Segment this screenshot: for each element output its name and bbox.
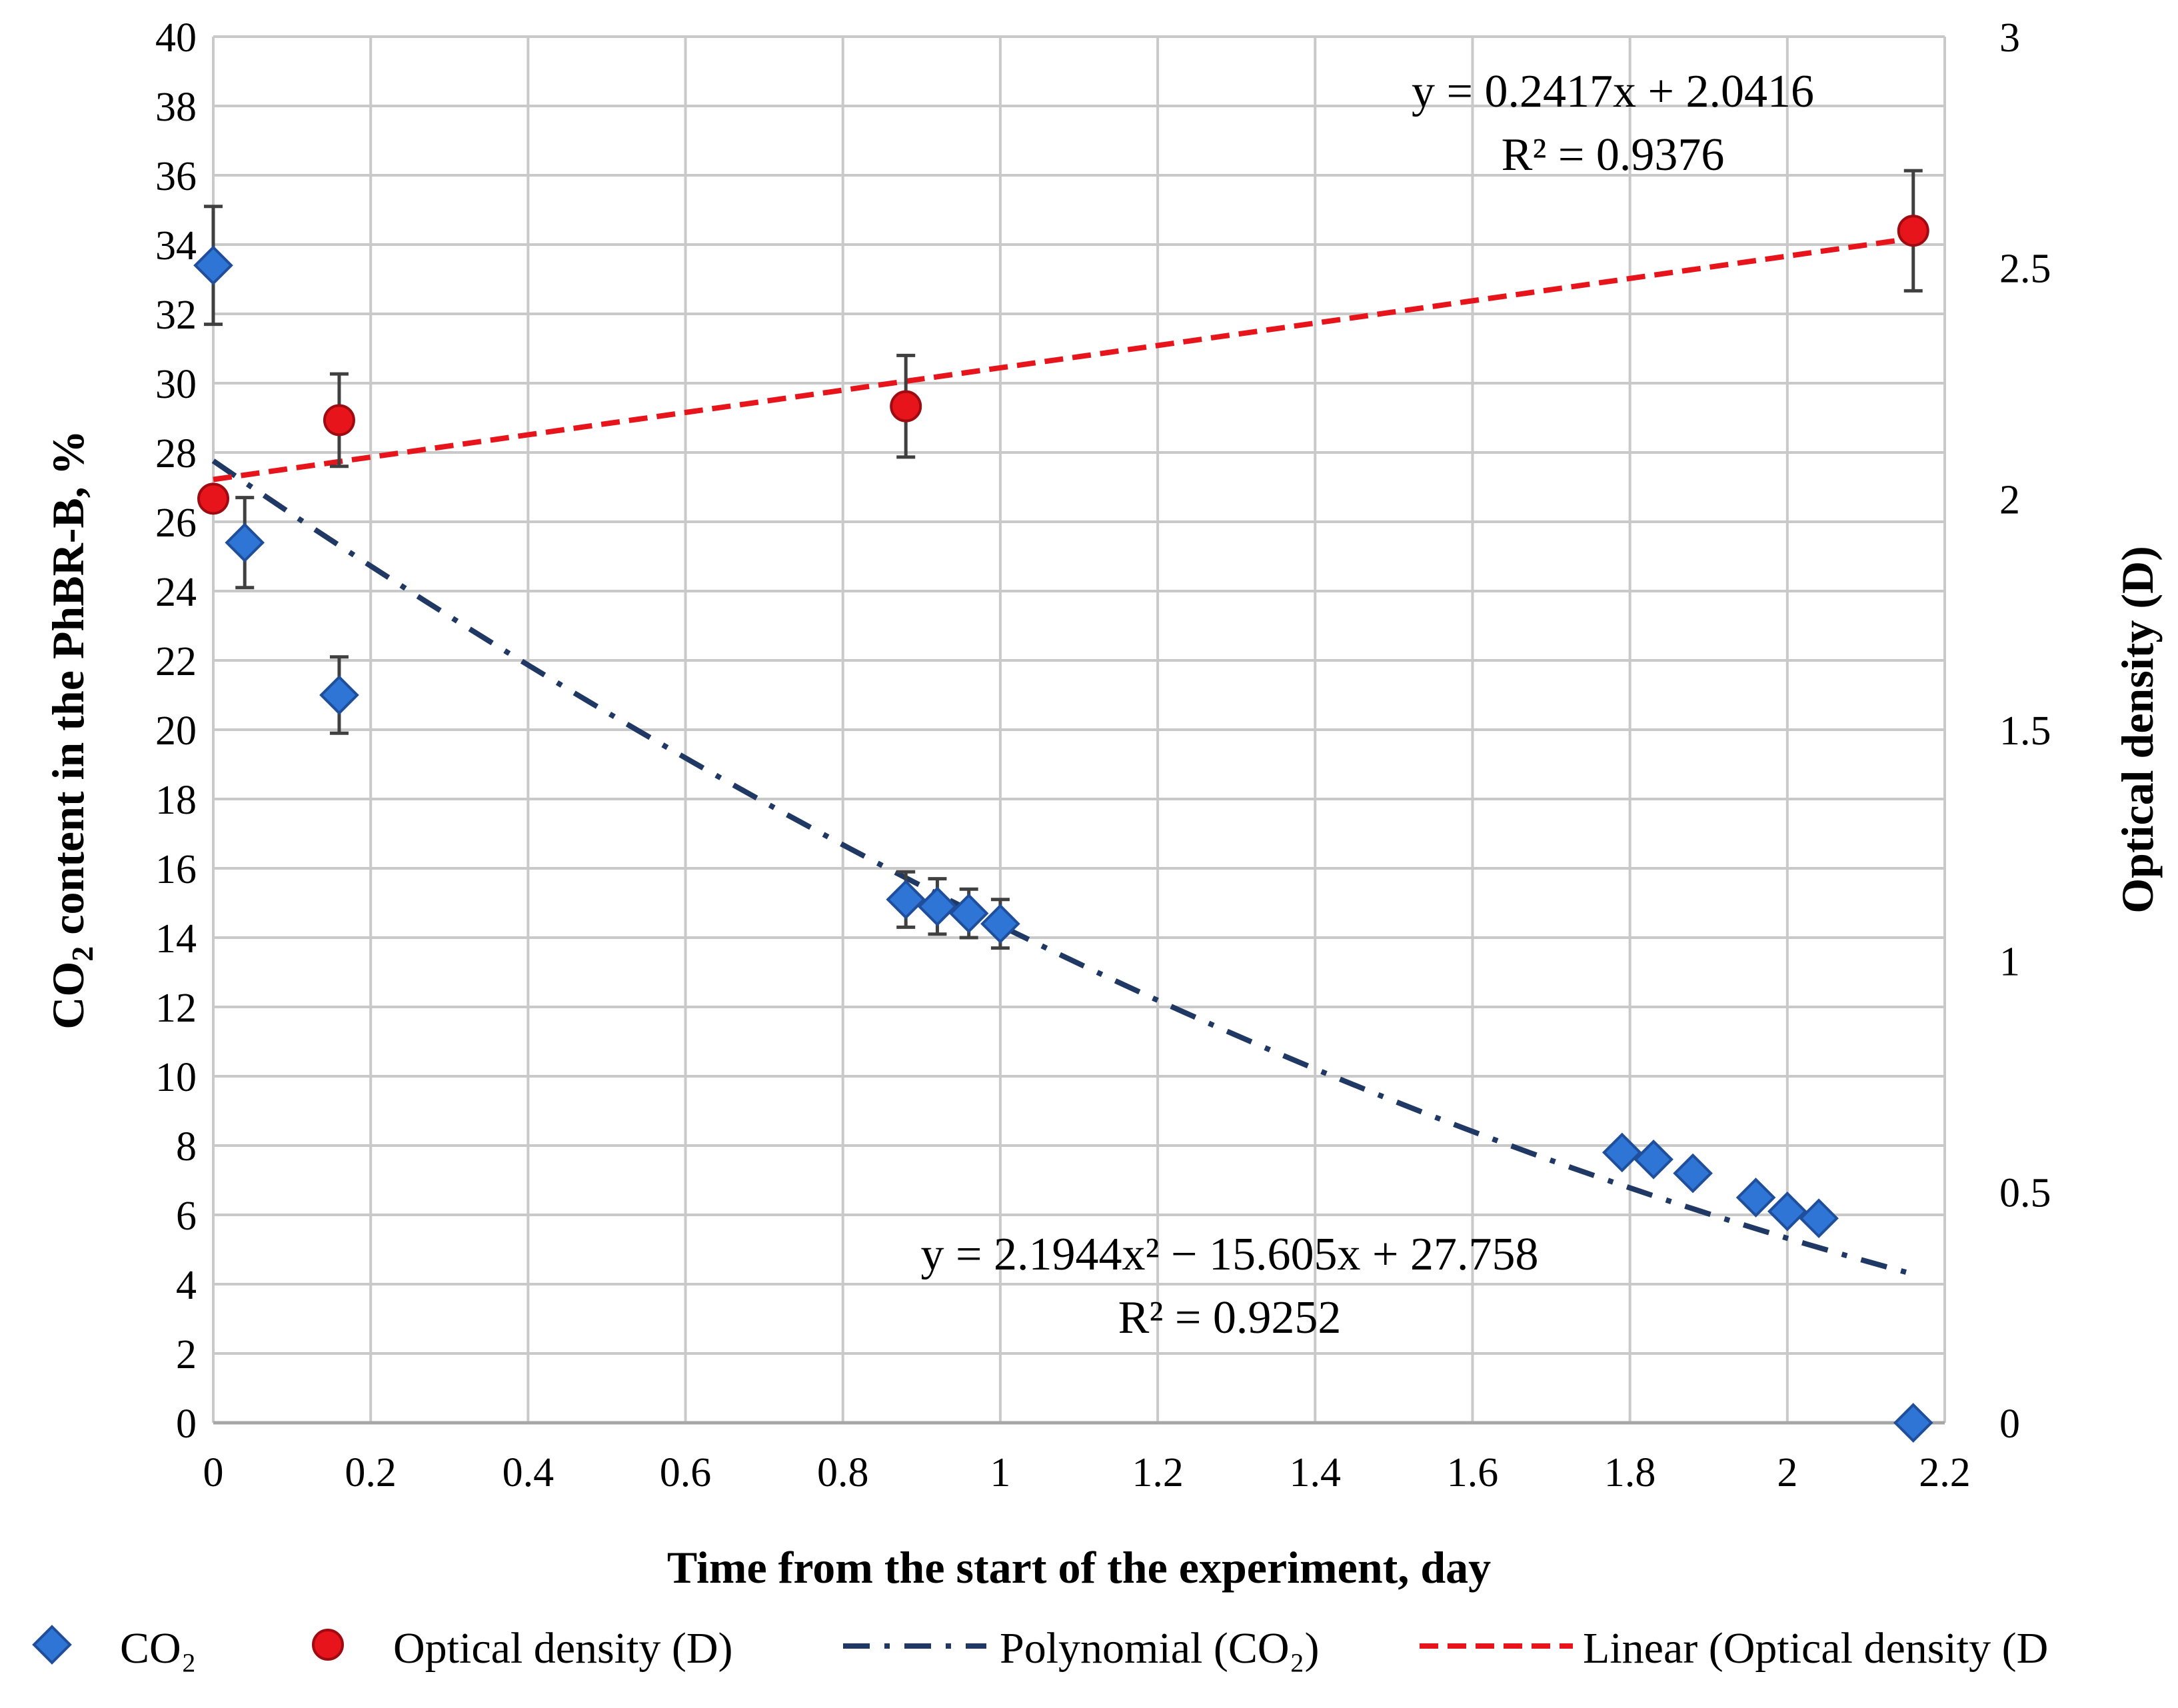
polynomial-equation-label: y = 2.1944x² − 15.605x + 27.758 [921,1229,1539,1280]
optical-density-point [890,390,922,423]
y-left-tick-label: 18 [155,778,197,823]
x-axis-ticks: 0 0.2 0.4 0.6 0.8 1 1.2 1.4 1.6 1.8 2 2.2 [203,1450,1971,1495]
y-left-tick-label: 20 [155,708,197,754]
co2-point [980,904,1020,944]
co2-point [1767,1191,1807,1232]
y-right-tick-label: 3 [1999,15,2020,61]
y-left-tick-label: 14 [155,916,197,962]
legend-item: Optical density (D) [312,1624,733,1673]
y-left-tick-label: 12 [155,986,197,1031]
co2-point [917,886,958,927]
co2-point [1634,1139,1673,1180]
y-left-tick-label: 30 [155,362,197,407]
y-left-tick-label: 4 [176,1263,197,1308]
trendlines [211,235,1914,1277]
y-left-tick-label: 36 [155,154,197,199]
polynomial-trendline [211,458,1914,1277]
grid [212,35,1946,1425]
y-left-tick-label: 2 [176,1332,197,1377]
co2-point [225,522,265,563]
y-right-tick-label: 0 [1999,1401,2020,1447]
legend-label: Linear (Optical density (D [1583,1624,2048,1673]
x-tick-label: 0.8 [817,1450,869,1495]
y-right-tick-label: 2.5 [1999,247,2051,292]
y-left-tick-label: 10 [155,1055,197,1100]
y-right-tick-label: 1 [1999,940,2020,985]
co2-point [1893,1403,1933,1443]
x-tick-label: 2 [1777,1450,1797,1495]
y-right-tick-label: 2 [1999,477,2020,522]
optical-density-point [197,482,229,515]
legend-optical-density-marker [312,1629,344,1661]
polynomial-r2-label: R² = 0.9252 [1118,1292,1342,1343]
legend-label: CO₂ [120,1624,197,1673]
legend-item: Linear (Optical density (D [1420,1624,2048,1673]
y-right-tick-label: 1.5 [1999,708,2051,754]
x-tick-label: 1.8 [1604,1450,1656,1495]
x-tick-label: 0.4 [503,1450,554,1495]
legend-item: CO₂ [32,1624,197,1673]
optical-density-point [323,404,355,436]
y-left-tick-label: 8 [176,1124,197,1170]
legend-label: Polynomial (CO₂) [1000,1624,1320,1673]
y-left-tick-label: 22 [155,639,197,684]
co2-point [1673,1153,1713,1194]
x-tick-label: 0 [203,1450,224,1495]
y-left-tick-label: 40 [155,15,197,61]
y-right-tick-label: 0.5 [1999,1170,2051,1216]
y-left-tick-label: 28 [155,431,197,476]
y-left-tick-label: 6 [176,1194,197,1239]
data-points [193,215,1933,1443]
x-axis-title: Time from the start of the experiment, d… [667,1542,1491,1593]
x-tick-label: 1.6 [1447,1450,1499,1495]
optical-density-point [1897,215,1929,247]
y-left-tick-label: 32 [155,293,197,338]
x-tick-label: 1.2 [1132,1450,1184,1495]
x-tick-label: 0.2 [345,1450,397,1495]
co2-point [1602,1132,1642,1173]
y-left-tick-label: 16 [155,847,197,892]
co2-point [319,675,359,715]
x-tick-label: 1.4 [1290,1450,1342,1495]
y-left-tick-label: 26 [155,500,197,546]
co2-point [193,245,233,286]
co2-point [948,893,989,934]
y-left-tick-label: 0 [176,1401,197,1447]
linear-trendline [213,235,1914,482]
co2-point [1735,1178,1776,1218]
x-tick-label: 0.6 [660,1450,712,1495]
co2-point [1799,1198,1839,1239]
y-left-title-suffix: content in the PhBR-B, % [43,430,93,946]
y-left-axis-title: CO2 content in the PhBR-B, % [43,430,99,1029]
legend-item: Polynomial (CO₂) [843,1624,1320,1673]
linear-r2-label: R² = 0.9376 [1502,129,1725,181]
legend: CO₂ Optical density (D) Polynomial (CO₂) Li… [32,1624,2048,1673]
linear-equation-label: y = 0.2417x + 2.0416 [1412,66,1814,117]
y-right-axis-ticks: 0 0.5 1 1.5 2 2.5 3 [1999,15,2051,1447]
y-left-title-prefix: CO [43,962,93,1030]
y-right-axis-title: Optical density (D) [2112,546,2163,914]
y-left-title-subscript: 2 [65,946,99,962]
y-left-tick-label: 24 [155,570,197,615]
y-left-tick-label: 34 [155,223,197,269]
x-tick-label: 1 [990,1450,1010,1495]
legend-co2-marker [32,1625,72,1665]
legend-label: Optical density (D) [393,1624,733,1673]
co2-point [886,879,926,920]
y-left-tick-label: 38 [155,85,197,130]
x-tick-label: 2.2 [1919,1450,1971,1495]
error-bars [204,169,1923,950]
